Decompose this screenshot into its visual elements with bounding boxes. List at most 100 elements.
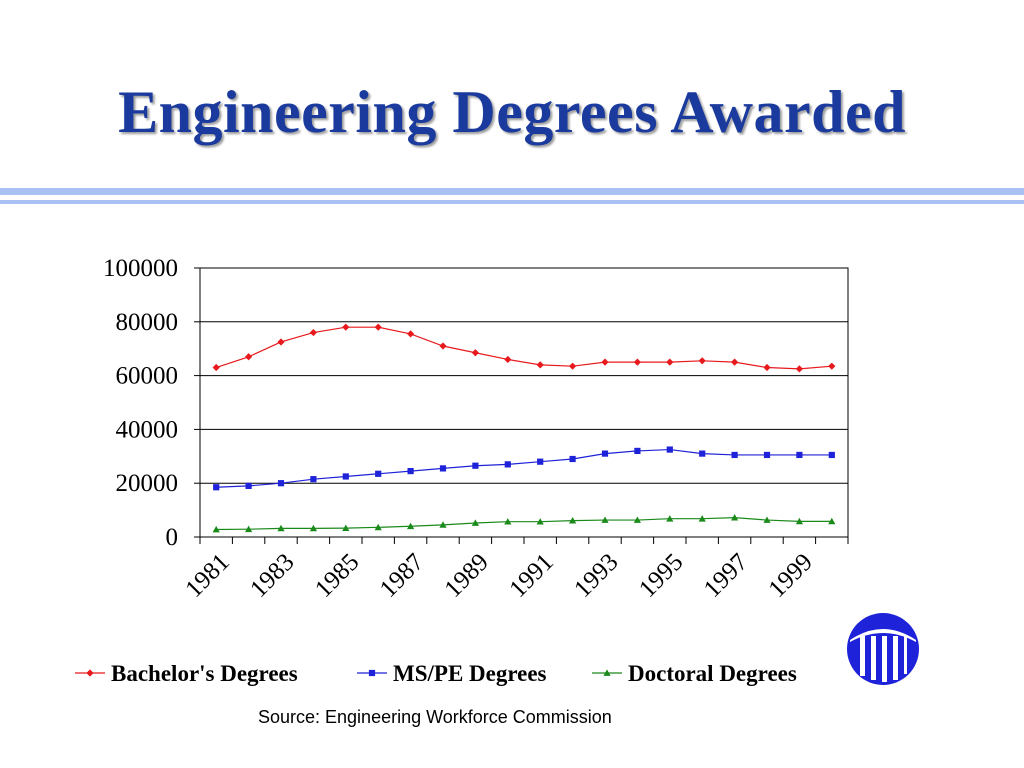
data-point: [634, 447, 641, 455]
data-point: [699, 450, 706, 457]
data-point: [633, 516, 641, 523]
x-tick-label: 1987: [375, 549, 429, 603]
data-point: [569, 516, 577, 524]
data-point: [471, 349, 479, 357]
series-line: [216, 517, 832, 531]
series-group: [212, 514, 836, 533]
data-point: [277, 338, 285, 346]
data-point: [309, 524, 317, 532]
x-tick-label: 1995: [634, 549, 688, 603]
title-divider-thin: [0, 200, 1024, 204]
data-point: [212, 525, 220, 533]
x-tick-label: 1991: [504, 549, 558, 603]
data-point: [504, 461, 511, 468]
data-point: [828, 362, 836, 370]
legend-label: Doctoral Degrees: [628, 661, 797, 686]
legend-item: Doctoral Degrees: [592, 661, 797, 686]
data-point: [601, 516, 609, 523]
university-logo: [847, 613, 919, 685]
data-point: [796, 451, 803, 459]
legend-item: Bachelor's Degrees: [75, 661, 298, 686]
data-point: [504, 355, 512, 364]
data-point: [368, 669, 376, 677]
data-point: [472, 462, 479, 469]
data-point: [407, 522, 415, 530]
data-point: [698, 515, 706, 522]
data-point: [763, 363, 771, 372]
data-point: [342, 323, 350, 331]
data-point: [439, 465, 447, 472]
data-point: [536, 361, 544, 369]
data-point: [213, 484, 220, 491]
data-point: [374, 323, 382, 331]
data-point: [633, 358, 641, 366]
data-point: [731, 358, 739, 366]
data-point: [828, 517, 836, 525]
data-point: [471, 519, 479, 526]
series-layer: [212, 323, 836, 533]
y-tick-label: 100000: [103, 255, 178, 282]
data-point: [277, 480, 285, 487]
data-point: [375, 470, 382, 477]
x-tick-label: 1983: [245, 549, 299, 603]
source-note: Source: Engineering Workforce Commission: [258, 707, 612, 727]
x-tick-label: 1981: [180, 549, 234, 603]
data-point: [245, 525, 253, 533]
legend-item: MS/PE Degrees: [357, 661, 547, 686]
series-line: [216, 448, 832, 488]
data-point: [601, 358, 609, 366]
y-tick-label: 60000: [116, 363, 179, 390]
series-group: [213, 446, 835, 491]
y-tick-label: 80000: [116, 309, 179, 336]
data-point: [310, 476, 317, 483]
data-point: [439, 521, 447, 528]
y-tick-label: 40000: [116, 416, 179, 443]
data-point: [439, 342, 447, 350]
data-point: [504, 518, 512, 525]
data-point: [666, 358, 674, 366]
x-tick-label: 1989: [440, 549, 494, 603]
data-point: [763, 516, 771, 523]
x-tick-label: 1985: [310, 549, 364, 603]
data-point: [86, 669, 94, 677]
data-point: [698, 357, 706, 365]
x-tick-label: 1993: [569, 549, 623, 603]
grid-lines: [200, 267, 848, 484]
data-point: [828, 451, 835, 459]
plot-border: [199, 267, 849, 538]
data-point: [795, 365, 803, 373]
data-point: [342, 473, 349, 480]
y-tick-label: 20000: [116, 470, 179, 497]
legend-label: Bachelor's Degrees: [111, 661, 298, 686]
data-point: [407, 330, 415, 338]
y-tick-label: 0: [166, 524, 179, 551]
data-point: [309, 328, 317, 337]
data-point: [569, 362, 577, 370]
data-point: [374, 523, 382, 531]
data-point: [731, 451, 738, 459]
data-point: [277, 524, 285, 532]
data-point: [212, 363, 220, 372]
slide-title: Engineering Degrees Awarded: [118, 79, 906, 145]
data-point: [763, 451, 771, 459]
data-point: [537, 458, 544, 465]
legend-label: MS/PE Degrees: [393, 661, 547, 686]
chart-legend: Bachelor's Degrees MS/PE Degrees Doctoral …: [75, 661, 797, 686]
data-point: [795, 517, 803, 525]
data-point: [342, 524, 350, 532]
series-line: [216, 326, 832, 370]
x-tick-label: 1997: [699, 549, 753, 603]
data-point: [666, 446, 673, 453]
data-point: [603, 669, 611, 676]
data-point: [245, 353, 253, 361]
data-point: [245, 482, 252, 489]
data-point: [601, 450, 609, 457]
x-tick-label: 1999: [764, 549, 818, 603]
data-point: [569, 455, 576, 463]
data-point: [407, 467, 414, 475]
data-point: [731, 514, 739, 521]
title-divider-thick: [0, 188, 1024, 195]
data-point: [536, 518, 544, 525]
data-point: [666, 515, 674, 522]
